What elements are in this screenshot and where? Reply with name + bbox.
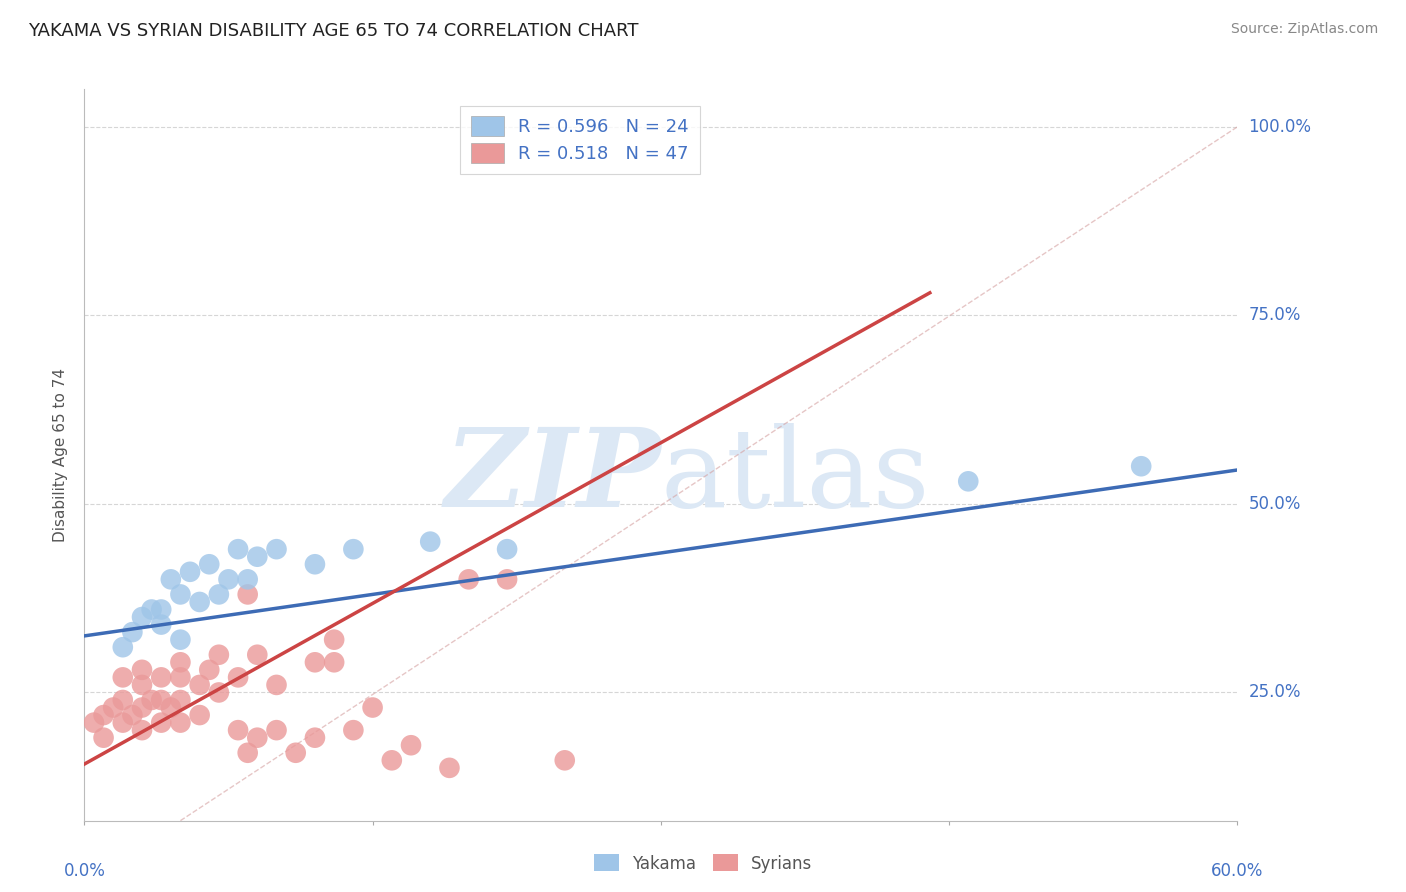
Point — [266, 678, 288, 692]
Point — [1130, 459, 1153, 474]
Point — [141, 602, 163, 616]
Text: 75.0%: 75.0% — [1249, 307, 1301, 325]
Point — [150, 602, 173, 616]
Point — [304, 731, 326, 745]
Point — [198, 558, 221, 572]
Point — [323, 655, 346, 669]
Text: 100.0%: 100.0% — [1249, 118, 1312, 136]
Point — [103, 700, 124, 714]
Point — [266, 723, 288, 738]
Text: 0.0%: 0.0% — [63, 862, 105, 880]
Point — [131, 700, 153, 714]
Point — [439, 761, 461, 775]
Point — [169, 715, 191, 730]
Point — [159, 700, 183, 714]
Text: Source: ZipAtlas.com: Source: ZipAtlas.com — [1230, 22, 1378, 37]
Point — [111, 715, 134, 730]
Point — [266, 542, 288, 557]
Point — [323, 632, 346, 647]
Point — [111, 670, 134, 684]
Point — [93, 708, 115, 723]
Point — [121, 625, 143, 640]
Point — [304, 655, 326, 669]
Point — [381, 753, 404, 767]
Point — [342, 723, 364, 738]
Point — [208, 648, 231, 662]
Point — [83, 715, 105, 730]
Point — [93, 731, 115, 745]
Point — [198, 663, 221, 677]
Point — [226, 723, 249, 738]
Point — [236, 746, 259, 760]
Point — [246, 648, 269, 662]
Point — [169, 632, 191, 647]
Point — [131, 678, 153, 692]
Point — [342, 542, 364, 557]
Text: 60.0%: 60.0% — [1211, 862, 1264, 880]
Point — [188, 678, 211, 692]
Point — [188, 708, 211, 723]
Point — [111, 693, 134, 707]
Point — [179, 565, 201, 579]
Point — [169, 693, 191, 707]
Legend: Yakama, Syrians: Yakama, Syrians — [588, 847, 818, 880]
Point — [217, 572, 239, 586]
Point — [496, 572, 519, 586]
Legend: R = 0.596   N = 24, R = 0.518   N = 47: R = 0.596 N = 24, R = 0.518 N = 47 — [461, 105, 700, 174]
Text: 50.0%: 50.0% — [1249, 495, 1301, 513]
Point — [226, 670, 249, 684]
Point — [159, 572, 183, 586]
Text: 25.0%: 25.0% — [1249, 683, 1301, 701]
Point — [169, 655, 191, 669]
Point — [246, 731, 269, 745]
Point — [208, 587, 231, 601]
Point — [131, 610, 153, 624]
Point — [208, 685, 231, 699]
Text: atlas: atlas — [661, 424, 931, 531]
Point — [554, 753, 576, 767]
Point — [361, 700, 384, 714]
Point — [121, 708, 143, 723]
Point — [236, 572, 259, 586]
Point — [236, 587, 259, 601]
Point — [131, 723, 153, 738]
Point — [141, 693, 163, 707]
Point — [150, 693, 173, 707]
Point — [457, 572, 479, 586]
Point — [188, 595, 211, 609]
Point — [246, 549, 269, 564]
Point — [304, 558, 326, 572]
Point — [150, 670, 173, 684]
Point — [131, 663, 153, 677]
Point — [111, 640, 134, 655]
Point — [150, 617, 173, 632]
Point — [226, 542, 249, 557]
Text: ZIP: ZIP — [444, 423, 661, 531]
Point — [419, 534, 441, 549]
Point — [150, 715, 173, 730]
Point — [399, 738, 422, 752]
Point — [957, 475, 980, 489]
Point — [284, 746, 307, 760]
Point — [169, 587, 191, 601]
Point — [496, 542, 519, 557]
Point — [169, 670, 191, 684]
Text: YAKAMA VS SYRIAN DISABILITY AGE 65 TO 74 CORRELATION CHART: YAKAMA VS SYRIAN DISABILITY AGE 65 TO 74… — [28, 22, 638, 40]
Y-axis label: Disability Age 65 to 74: Disability Age 65 to 74 — [53, 368, 69, 542]
